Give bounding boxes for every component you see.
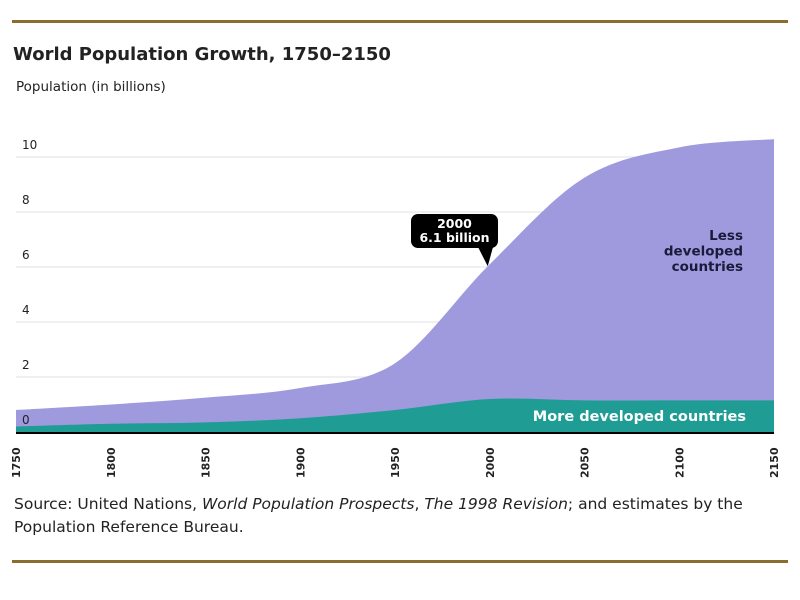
bottom-rule (12, 560, 788, 563)
label-more-developed: More developed countries (533, 409, 746, 425)
x-tick-label: 2050 (579, 447, 592, 478)
x-tick-label: 1900 (294, 447, 307, 478)
callout-pointer (478, 247, 493, 267)
y-tick-label: 4 (22, 303, 30, 317)
label-less-developed-line: developed (664, 244, 743, 260)
area-more-developed (16, 398, 774, 432)
top-rule (12, 20, 788, 23)
label-less-developed-line: countries (672, 259, 743, 275)
label-less-developed-line: Less (709, 228, 743, 244)
source-prefix: Source: United Nations, (14, 495, 202, 513)
area-less-developed (16, 139, 774, 432)
y-tick-label: 10 (22, 138, 37, 152)
x-tick-label: 1750 (10, 447, 23, 478)
callout-text-line: 6.1 billion (419, 230, 489, 245)
x-tick-label: 1950 (389, 447, 402, 478)
x-tick-label: 2100 (673, 447, 686, 478)
source-sep: , (414, 495, 425, 513)
y-tick-label: 2 (22, 358, 30, 372)
callout-text-line: 2000 (437, 216, 472, 231)
y-tick-label: 0 (22, 413, 30, 427)
x-tick-label: 1850 (200, 447, 213, 478)
callout-text: 2000 6.1 billion (419, 216, 489, 245)
chart-title: World Population Growth, 1750–2150 (13, 44, 391, 65)
source-publication: World Population Prospects (201, 495, 415, 513)
label-less-developed: Less developed countries (664, 228, 743, 275)
callout-box (411, 214, 498, 248)
y-tick-label: 6 (22, 248, 30, 262)
source-revision: The 1998 Revision (424, 495, 568, 513)
y-axis-label: Population (in billions) (16, 79, 166, 95)
x-tick-label: 1800 (105, 447, 118, 478)
x-tick-label: 2000 (484, 447, 497, 478)
source-note: Source: United Nations, World Population… (14, 493, 790, 539)
y-tick-label: 8 (22, 193, 30, 207)
x-tick-label: 2150 (768, 447, 781, 478)
source-suffix: ; and estimates by the Population Refere… (14, 495, 743, 536)
population-chart: 0 2 4 6 8 10 1750 1800 1850 1900 1950 2000 2050 2100 2… (10, 138, 781, 478)
